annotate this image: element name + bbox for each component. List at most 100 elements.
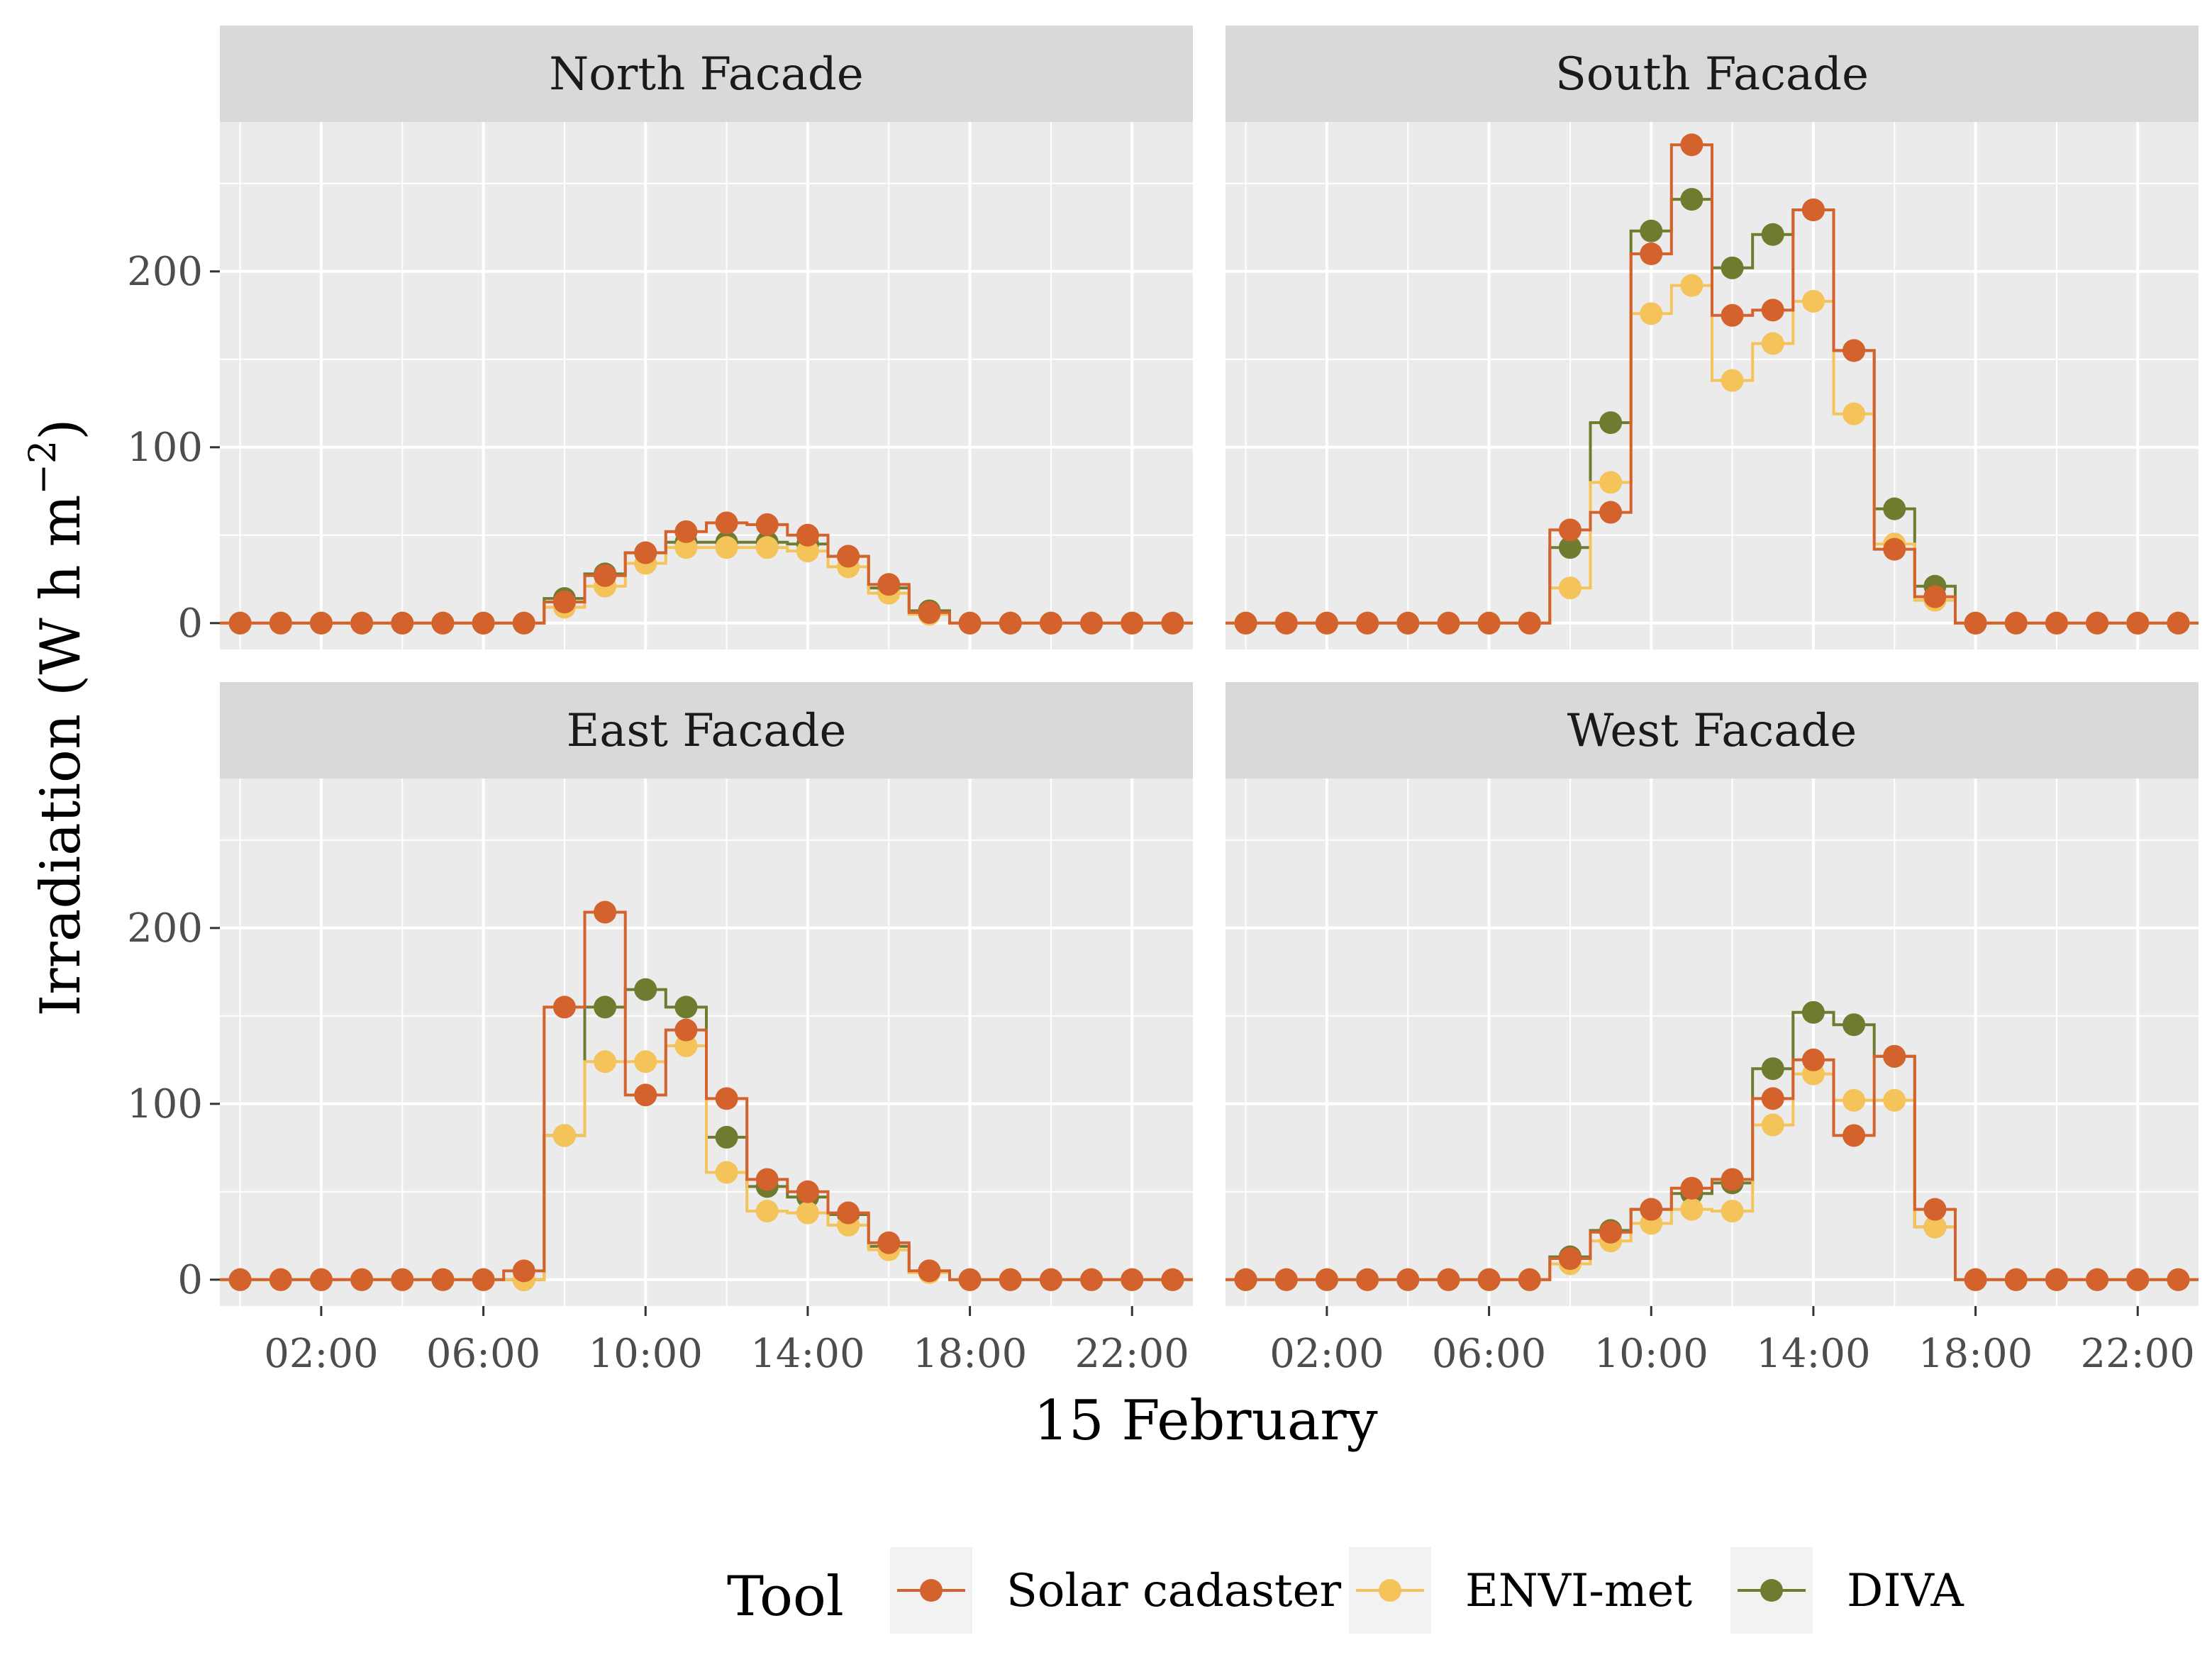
data-point-solar-cadaster: [2167, 1268, 2190, 1291]
data-point-solar-cadaster: [228, 611, 252, 635]
data-point-diva: [1761, 1057, 1784, 1081]
facet-strip-label: South Facade: [1555, 48, 1869, 101]
data-point-solar-cadaster: [2045, 1268, 2068, 1291]
data-point-solar-cadaster: [2126, 611, 2150, 635]
facet-strip-label: West Facade: [1567, 705, 1857, 757]
data-point-solar-cadaster: [1680, 133, 1704, 157]
panels-layer: North Facade 0 100 200 South Facade East Faca…: [127, 26, 2199, 1377]
data-point-envi-met: [1640, 302, 1663, 325]
data-point-solar-cadaster: [1039, 1268, 1062, 1291]
data-point-envi-met: [674, 536, 698, 559]
data-point-solar-cadaster: [755, 1168, 779, 1191]
data-point-solar-cadaster: [1234, 1268, 1257, 1291]
data-point-solar-cadaster: [391, 611, 414, 635]
facet-strip: [220, 682, 1193, 779]
x-tick-label: 18:00: [1918, 1331, 2033, 1377]
x-tick-label: 18:00: [913, 1331, 1027, 1377]
data-point-solar-cadaster: [1558, 1247, 1582, 1271]
legend-label: Solar cadaster: [1006, 1565, 1342, 1617]
data-point-envi-met: [674, 1034, 698, 1057]
y-axis-title-exponent: −2: [22, 440, 65, 495]
data-point-solar-cadaster: [594, 900, 617, 924]
data-point-solar-cadaster: [269, 1268, 292, 1291]
data-point-solar-cadaster: [1274, 1268, 1298, 1291]
data-point-solar-cadaster: [958, 611, 982, 635]
data-point-solar-cadaster: [999, 1268, 1022, 1291]
data-point-solar-cadaster: [228, 1268, 252, 1291]
data-point-diva: [1558, 536, 1582, 559]
data-point-solar-cadaster: [1558, 518, 1582, 542]
legend-label: DIVA: [1847, 1565, 1964, 1617]
data-point-envi-met: [1843, 402, 1866, 425]
data-point-solar-cadaster: [1883, 537, 1906, 561]
data-point-solar-cadaster: [2086, 611, 2109, 635]
data-point-solar-cadaster: [1396, 611, 1420, 635]
data-point-solar-cadaster: [512, 1259, 535, 1283]
data-point-solar-cadaster: [918, 601, 941, 624]
data-point-solar-cadaster: [1518, 611, 1541, 635]
data-point-diva: [674, 995, 698, 1019]
data-point-solar-cadaster: [796, 1180, 819, 1203]
data-point-envi-met: [1721, 369, 1744, 392]
x-tick-label: 14:00: [750, 1331, 865, 1377]
x-tick-label: 02:00: [1269, 1331, 1384, 1377]
data-point-solar-cadaster: [1843, 1124, 1866, 1147]
data-point-solar-cadaster: [1121, 1268, 1144, 1291]
x-tick-label: 06:00: [1432, 1331, 1546, 1377]
y-tick-label: 100: [127, 425, 203, 471]
data-point-solar-cadaster: [1234, 611, 1257, 635]
data-point-solar-cadaster: [1883, 1044, 1906, 1068]
facet-strip-label: East Facade: [567, 705, 847, 757]
data-point-solar-cadaster: [2004, 1268, 2028, 1291]
data-point-solar-cadaster: [2045, 611, 2068, 635]
facet-strip: [1226, 682, 2199, 779]
legend-item-envi-met: ENVI-met: [1349, 1547, 1692, 1634]
data-point-envi-met: [1883, 1088, 1906, 1112]
data-point-diva: [1843, 1013, 1866, 1037]
x-axis-title: 15 February: [1033, 1389, 1377, 1453]
data-point-solar-cadaster: [350, 1268, 374, 1291]
data-point-solar-cadaster: [1964, 1268, 1987, 1291]
data-point-solar-cadaster: [309, 611, 333, 635]
data-point-solar-cadaster: [1477, 1268, 1501, 1291]
data-point-solar-cadaster: [1039, 611, 1062, 635]
data-point-solar-cadaster: [1923, 1198, 1947, 1221]
data-point-envi-met: [1558, 576, 1582, 600]
data-point-solar-cadaster: [1315, 1268, 1338, 1291]
data-point-envi-met: [1923, 1215, 1947, 1239]
y-axis-title-close: ): [29, 418, 93, 440]
legend-key-point: [1760, 1579, 1783, 1602]
data-point-solar-cadaster: [1640, 1198, 1663, 1221]
data-point-solar-cadaster: [1843, 339, 1866, 362]
data-point-diva: [1680, 188, 1704, 211]
data-point-diva: [1801, 1000, 1825, 1024]
data-point-solar-cadaster: [1080, 1268, 1104, 1291]
data-point-diva: [1640, 219, 1663, 242]
data-point-envi-met: [796, 540, 819, 563]
data-point-solar-cadaster: [350, 611, 374, 635]
data-point-solar-cadaster: [1080, 611, 1104, 635]
data-point-diva: [1721, 256, 1744, 279]
data-point-envi-met: [796, 1201, 819, 1225]
data-point-solar-cadaster: [1356, 1268, 1379, 1291]
data-point-solar-cadaster: [2004, 611, 2028, 635]
x-tick-label: 10:00: [589, 1331, 703, 1377]
y-tick-label: 0: [177, 1257, 203, 1303]
data-point-solar-cadaster: [1721, 1168, 1744, 1191]
data-point-envi-met: [755, 536, 779, 559]
data-point-solar-cadaster: [1761, 1087, 1784, 1110]
data-point-solar-cadaster: [674, 520, 698, 543]
data-point-solar-cadaster: [552, 591, 576, 614]
data-point-solar-cadaster: [837, 545, 860, 568]
data-point-solar-cadaster: [1964, 611, 1987, 635]
data-point-envi-met: [1721, 1200, 1744, 1223]
y-axis-title: Irradiation (W h m−2): [22, 418, 93, 1016]
panel-background: [220, 122, 1193, 649]
data-point-solar-cadaster: [1801, 1048, 1825, 1071]
x-tick-label: 22:00: [2081, 1331, 2195, 1377]
panel-south-facade: South Facade: [1226, 26, 2199, 649]
facet-strip: [220, 26, 1193, 122]
data-point-solar-cadaster: [715, 511, 738, 535]
data-point-solar-cadaster: [1923, 585, 1947, 608]
